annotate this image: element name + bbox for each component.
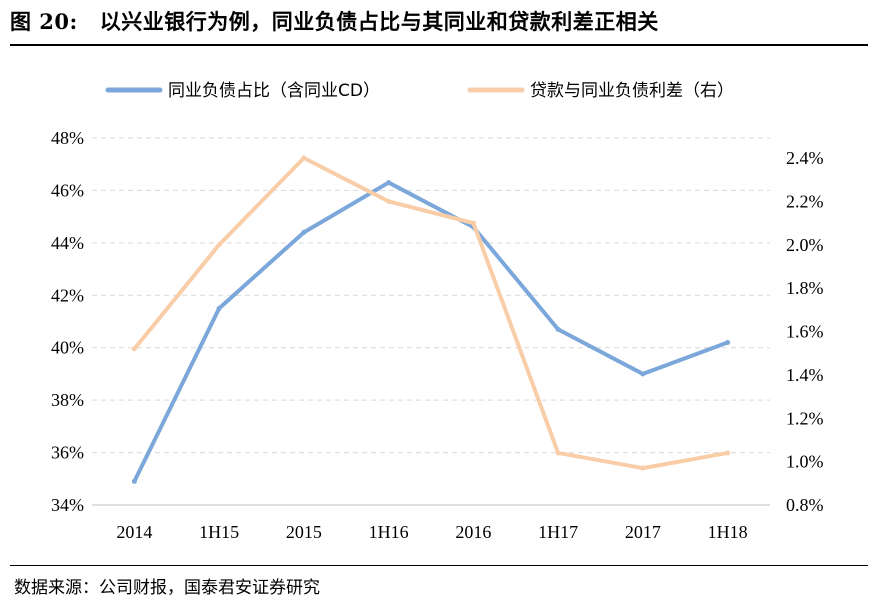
data-point [131,478,137,484]
title-rule [10,44,868,46]
series-line-loan-spread [132,156,730,471]
y-left-tick-label: 36% [51,443,84,463]
x-tick-label: 2015 [286,522,322,542]
y-left-tick-label: 38% [51,390,84,410]
x-tick-label: 1H16 [369,522,409,542]
y-left-tick-label: 48% [51,128,84,148]
y-right-tick-label: 2.2% [786,191,824,211]
figure-number: 图 20: [10,9,78,34]
data-point [216,242,222,248]
y-left-tick-label: 44% [51,233,84,253]
data-point [725,450,731,456]
source-note: 数据来源：公司财报，国泰君安证券研究 [14,578,320,598]
y-left-tick-label: 40% [51,338,84,358]
gridlines [92,137,770,506]
y-right-tick-label: 1.4% [786,365,824,385]
data-point [470,220,476,226]
x-tick-label: 2014 [116,522,152,542]
y-left-tick-label: 42% [51,285,84,305]
figure-title-text: 以兴业银行为例，同业负债占比与其同业和贷款利差正相关 [99,9,659,34]
x-tick-label: 1H15 [199,522,239,542]
y-axis-right: 0.8% 1.0% 1.2% 1.4% 1.6% 1.8% 2.0% 2.2% 2.4% [786,148,824,515]
data-point [555,326,561,332]
footer-rule [10,565,868,566]
y-axis-left: 34% 36% 38% 40% 42% 44% 46% 48% [51,128,84,515]
series-line-interbank-liability-ratio [132,180,730,484]
data-point [131,346,137,352]
data-point [640,371,646,377]
data-point [216,305,222,311]
y-right-tick-label: 1.0% [786,452,824,472]
line-chart: 同业负债占比（含同业CD） 贷款与同业负债利差（右） 34% 36% 38% 40% 42… [51,81,824,542]
y-right-tick-label: 1.8% [786,278,824,298]
data-point [386,180,392,186]
y-right-tick-label: 2.4% [786,148,824,168]
figure-title: 图 20: 以兴业银行为例，同业负债占比与其同业和贷款利差正相关 [10,6,659,36]
legend-label: 贷款与同业负债利差（右） [530,81,734,101]
data-point [555,450,561,456]
data-point [386,198,392,204]
x-tick-label: 1H17 [538,522,578,542]
x-tick-label: 2016 [455,522,491,542]
y-right-tick-label: 1.6% [786,322,824,342]
x-tick-label: 1H18 [708,522,748,542]
y-right-tick-label: 2.0% [786,235,824,255]
y-right-tick-label: 0.8% [786,495,824,515]
series-lines [131,155,731,484]
data-point [725,339,731,345]
legend: 同业负债占比（含同业CD） 贷款与同业负债利差（右） [105,81,734,101]
y-left-tick-label: 34% [51,495,84,515]
data-point [640,465,646,471]
legend-label: 同业负债占比（含同业CD） [168,81,380,101]
x-axis: 2014 1H15 2015 1H16 2016 1H17 2017 1H18 [116,522,747,542]
data-point [301,155,307,161]
data-point [301,229,307,235]
y-left-tick-label: 46% [51,180,84,200]
y-right-tick-label: 1.2% [786,408,824,428]
x-tick-label: 2017 [625,522,661,542]
